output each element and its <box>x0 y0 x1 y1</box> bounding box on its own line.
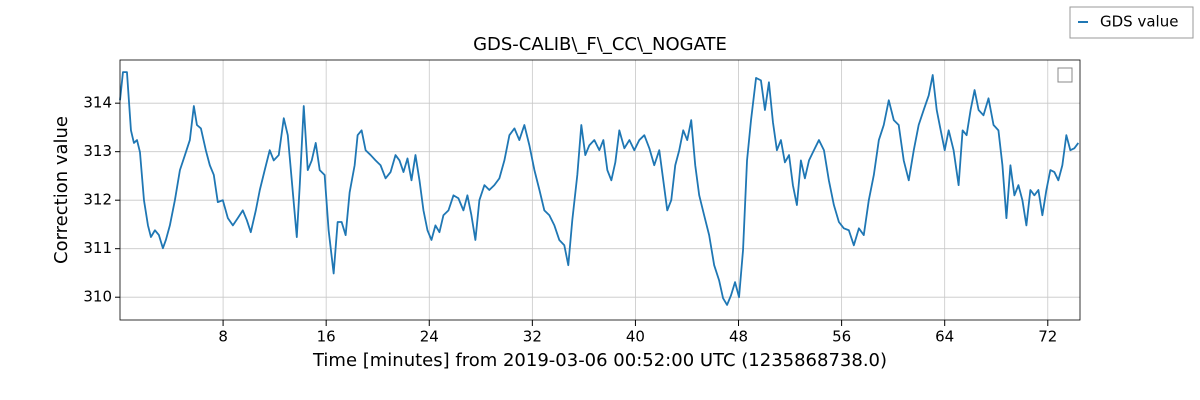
data-line <box>119 71 1080 306</box>
x-tick-label: 40 <box>626 328 645 346</box>
y-tick-label: 311 <box>83 239 112 257</box>
x-tick-label: 72 <box>1038 328 1057 346</box>
x-tick-label: 48 <box>729 328 748 346</box>
y-tick-label: 314 <box>83 94 112 112</box>
x-axis-label: Time [minutes] from 2019-03-06 00:52:00 … <box>312 350 887 371</box>
plot-area: 310 311 312 313 314 8 16 24 32 40 48 56 64 72 <box>83 59 1081 346</box>
x-tick-label: 56 <box>832 328 851 346</box>
x-tick-label: 24 <box>420 328 439 346</box>
legend-box <box>1069 6 1194 39</box>
x-tick-label: 64 <box>935 328 954 346</box>
y-tick-label: 313 <box>83 142 112 160</box>
legend-label: GDS value <box>1100 13 1178 31</box>
y-tick-label: 312 <box>83 191 112 209</box>
empty-legend <box>1057 67 1073 83</box>
chart-title: GDS-CALIB\_F\_CC\_NOGATE <box>473 34 727 55</box>
y-axis-label: Correction value <box>51 116 72 264</box>
x-tick-label: 8 <box>218 328 228 346</box>
axes-frame <box>119 59 1081 321</box>
x-tick-label: 32 <box>523 328 542 346</box>
y-tick-label: 310 <box>83 288 112 306</box>
x-tick-label: 16 <box>317 328 336 346</box>
legend: GDS value <box>1069 6 1194 39</box>
